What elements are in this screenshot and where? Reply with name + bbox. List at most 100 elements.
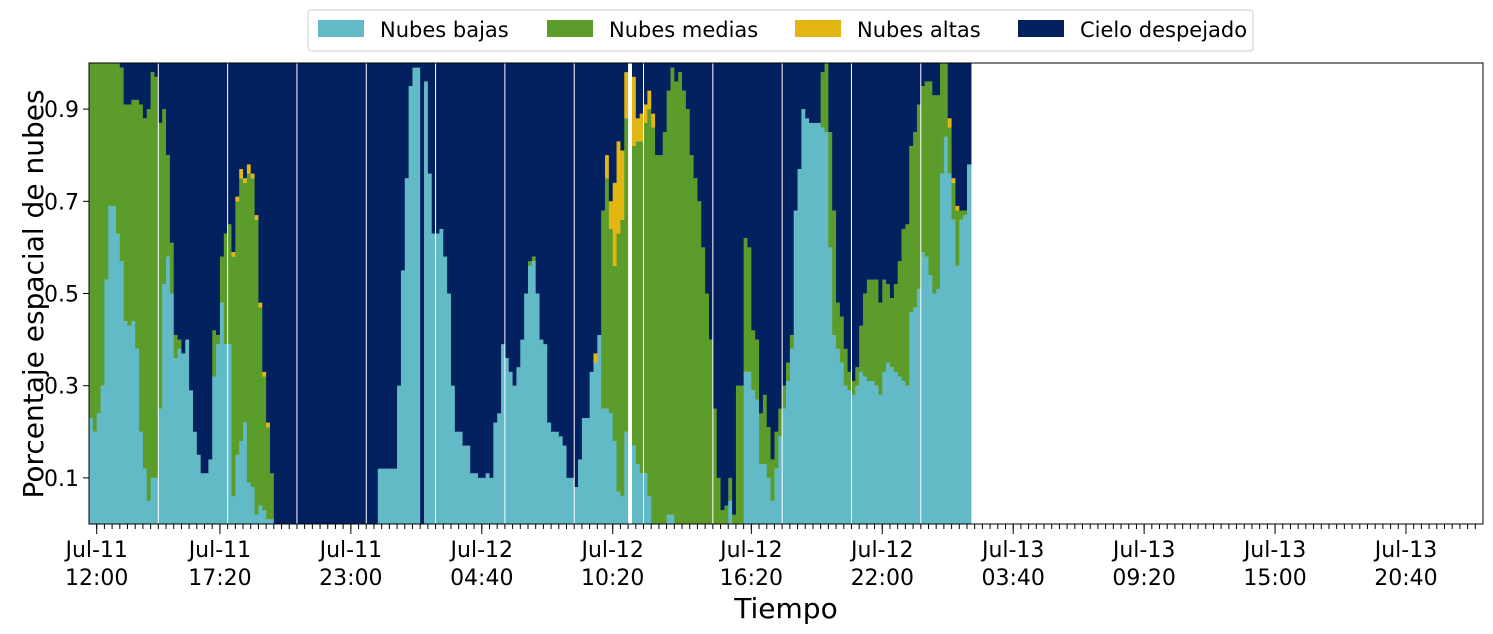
bar-segment-2 bbox=[612, 265, 618, 442]
legend-label: Nubes altas bbox=[857, 18, 981, 42]
bar-segment-clear bbox=[655, 63, 660, 156]
bar-segment-2 bbox=[878, 302, 883, 395]
bar-segment-clear bbox=[185, 63, 190, 340]
bar-segment-1 bbox=[146, 500, 152, 524]
bar-segment-clear bbox=[273, 63, 279, 524]
bar-segment-1 bbox=[123, 321, 129, 524]
bar-segment-clear bbox=[397, 63, 402, 386]
bar-segment-2 bbox=[624, 118, 629, 432]
bar-segment-1 bbox=[570, 477, 575, 524]
bar-segment-2 bbox=[705, 293, 710, 524]
bar-segment-3 bbox=[608, 201, 614, 229]
bar-segment-clear bbox=[708, 63, 714, 340]
legend-swatch bbox=[1018, 20, 1064, 37]
bar-segment-clear bbox=[955, 63, 960, 206]
bar-segment-clear bbox=[805, 63, 810, 119]
bar-segment-1 bbox=[512, 385, 518, 524]
bar-segment-clear bbox=[832, 63, 837, 211]
bar-segment-clear bbox=[308, 63, 313, 524]
bar-segment-clear bbox=[331, 63, 337, 524]
bar-segment-clear bbox=[235, 63, 240, 197]
bar-segment-clear bbox=[712, 63, 718, 409]
bar-segment-1 bbox=[851, 394, 856, 524]
bar-segment-clear bbox=[358, 63, 364, 524]
bar-segment-3 bbox=[612, 182, 618, 266]
bar-segment-2 bbox=[135, 99, 140, 349]
bar-segment-clear bbox=[951, 63, 957, 179]
bar-segment-clear bbox=[682, 63, 687, 91]
bar-segment-clear bbox=[574, 63, 579, 488]
legend-swatch bbox=[547, 20, 593, 37]
legend: Nubes bajas Nubes medias Nubes altas Cielo … bbox=[307, 9, 1254, 52]
bar-segment-2 bbox=[693, 178, 699, 524]
bar-segment-clear bbox=[743, 63, 749, 239]
bar-segment-2 bbox=[940, 63, 945, 174]
bar-segment-clear bbox=[597, 63, 602, 335]
bar-segment-2 bbox=[882, 279, 887, 372]
bar-segment-2 bbox=[963, 210, 968, 216]
bar-segment-2 bbox=[96, 63, 102, 414]
bar-segment-clear bbox=[524, 63, 529, 294]
bar-segment-clear bbox=[658, 63, 664, 156]
bar-segment-clear bbox=[581, 63, 587, 418]
bar-segment-2 bbox=[666, 90, 672, 515]
bar-segment-clear bbox=[454, 63, 460, 432]
bar-segment-clear bbox=[928, 63, 933, 82]
bar-segment-clear bbox=[812, 63, 818, 123]
vertical-gridlines bbox=[157, 63, 1476, 524]
bar-segment-clear bbox=[127, 63, 132, 105]
bar-segment-3 bbox=[605, 155, 610, 179]
bar-segment-clear bbox=[231, 63, 236, 253]
bar-segment-2 bbox=[127, 104, 132, 326]
bar-segment-1 bbox=[832, 334, 837, 524]
bar-segment-1 bbox=[235, 454, 240, 524]
bar-segment-2 bbox=[874, 279, 880, 386]
bar-segment-1 bbox=[774, 468, 779, 524]
bar-segment-clear bbox=[466, 63, 471, 446]
bar-segment-1 bbox=[547, 422, 552, 524]
bar-segment-3 bbox=[593, 353, 598, 363]
bar-segment-clear bbox=[601, 63, 606, 211]
bar-segment-clear bbox=[878, 63, 883, 303]
bar-segment-clear bbox=[697, 63, 702, 202]
bar-segment-clear bbox=[774, 63, 779, 432]
bar-segment-1 bbox=[635, 464, 641, 524]
bar-segment-1 bbox=[400, 270, 406, 524]
bar-segment-2 bbox=[243, 182, 248, 423]
bar-segment-1 bbox=[250, 487, 256, 524]
bar-segment-clear bbox=[250, 63, 256, 174]
bar-segment-2 bbox=[100, 63, 105, 386]
bar-segment-1 bbox=[878, 394, 883, 524]
bar-segment-clear bbox=[866, 63, 872, 280]
bar-segment-2 bbox=[932, 95, 937, 294]
bar-segment-2 bbox=[747, 247, 752, 372]
bar-segment-1 bbox=[558, 436, 564, 524]
bar-segment-2 bbox=[254, 219, 260, 515]
data-gap bbox=[628, 63, 632, 524]
bar-segment-2 bbox=[836, 302, 841, 349]
bar-segment-2 bbox=[131, 99, 136, 322]
bar-segment-1 bbox=[928, 275, 933, 524]
bar-segment-clear bbox=[782, 63, 787, 386]
bar-segment-1 bbox=[185, 339, 190, 524]
bar-segment-clear bbox=[585, 63, 591, 418]
bar-segment-clear bbox=[605, 63, 610, 156]
bar-segment-clear bbox=[531, 63, 537, 257]
bar-segment-clear bbox=[354, 63, 360, 524]
bar-segment-clear bbox=[312, 63, 317, 524]
bar-segment-2 bbox=[863, 293, 868, 377]
bar-segment-2 bbox=[146, 109, 152, 501]
bar-segment-clear bbox=[196, 63, 202, 455]
bar-segment-clear bbox=[404, 63, 410, 179]
bar-segment-1 bbox=[554, 431, 560, 524]
bar-segment-1 bbox=[531, 261, 537, 524]
bar-segment-clear bbox=[554, 63, 560, 432]
bar-segment-clear bbox=[208, 63, 213, 460]
bar-segment-clear bbox=[616, 63, 622, 142]
bar-segment-2 bbox=[112, 63, 117, 206]
bar-segment-2 bbox=[266, 427, 271, 520]
bar-segment-clear bbox=[493, 63, 498, 423]
bar-segment-1 bbox=[847, 390, 853, 524]
bar-segment-1 bbox=[181, 353, 186, 524]
x-tick-date-label: Jul-11 bbox=[187, 538, 251, 563]
